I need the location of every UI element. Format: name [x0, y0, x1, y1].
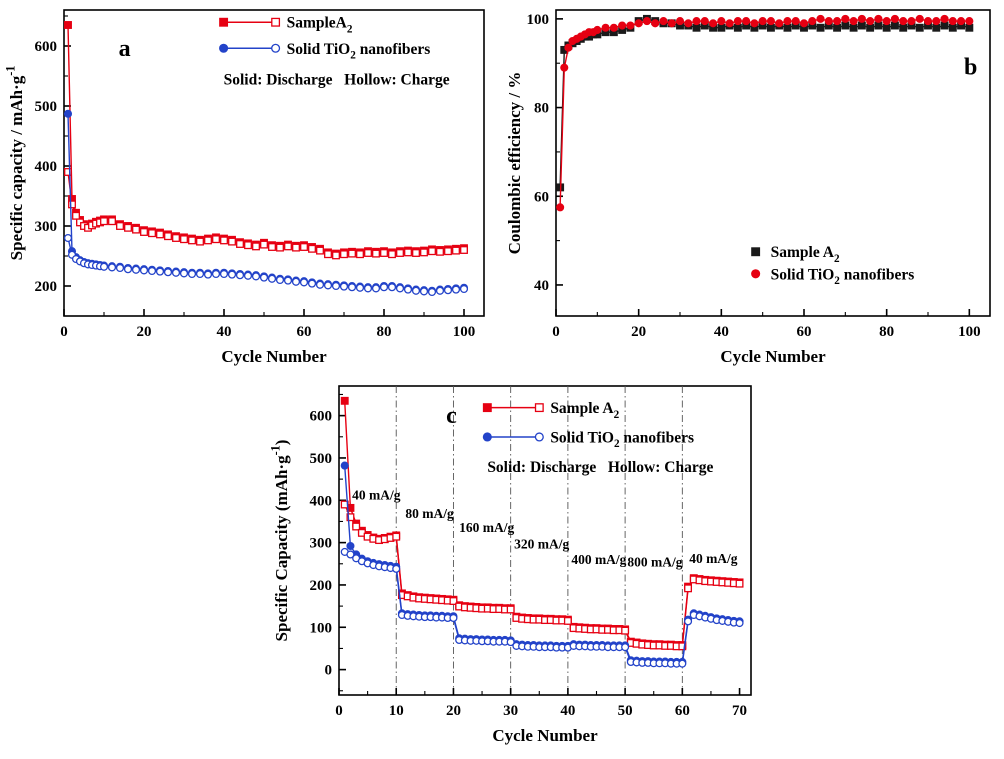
svg-text:0: 0 — [325, 663, 333, 679]
svg-text:Cycle Number: Cycle Number — [720, 347, 826, 366]
svg-text:10: 10 — [389, 703, 404, 719]
chart-svg-c: 0 10 20 30 40 50 60 70 0 100 200 300 400 500 600 Cycle … — [268, 385, 752, 745]
svg-text:600: 600 — [310, 409, 333, 425]
svg-text:200: 200 — [35, 279, 58, 295]
svg-text:320 mA/g: 320 mA/g — [514, 537, 569, 552]
svg-text:40: 40 — [560, 703, 575, 719]
svg-text:20: 20 — [631, 324, 646, 340]
svg-text:100: 100 — [958, 324, 981, 340]
svg-text:100: 100 — [310, 620, 333, 636]
svg-text:40: 40 — [217, 324, 232, 340]
svg-text:20: 20 — [137, 324, 152, 340]
panel-b-coulombic-efficiency-chart: 0 20 40 60 80 100 40 60 80 100 Cycle Number Coulomb… — [500, 0, 1004, 378]
svg-text:SampleA2: SampleA2 — [287, 15, 353, 36]
svg-text:20: 20 — [446, 703, 461, 719]
svg-text:400 mA/g: 400 mA/g — [571, 552, 626, 567]
panel-a-cycling-capacity-chart: 0 20 40 60 80 100 200 300 400 500 600 Cycle Number S… — [0, 0, 500, 378]
svg-text:400: 400 — [310, 493, 333, 509]
chart-svg-b: 0 20 40 60 80 100 40 60 80 100 Cycle Number Coulomb… — [505, 9, 991, 366]
panel-c-rate-capability-chart: 0 10 20 30 40 50 60 70 0 100 200 300 400 500 600 Cycle … — [255, 378, 765, 759]
svg-text:500: 500 — [310, 451, 333, 467]
svg-text:200: 200 — [310, 578, 333, 594]
svg-text:Solid TiO2 nanofibers: Solid TiO2 nanofibers — [771, 266, 915, 287]
svg-text:500: 500 — [35, 99, 58, 115]
svg-text:80 mA/g: 80 mA/g — [405, 506, 454, 521]
svg-text:30: 30 — [503, 703, 518, 719]
svg-text:0: 0 — [335, 703, 343, 719]
svg-text:Specific Capacity (mAh·g-1): Specific Capacity (mAh·g-1) — [268, 440, 291, 642]
svg-text:600: 600 — [35, 39, 58, 55]
svg-text:100: 100 — [453, 324, 476, 340]
svg-text:40: 40 — [534, 278, 549, 294]
svg-text:40 mA/g: 40 mA/g — [689, 551, 738, 566]
svg-text:Sample A2: Sample A2 — [771, 244, 840, 265]
svg-text:50: 50 — [618, 703, 633, 719]
svg-text:Coulombic efficiency / %: Coulombic efficiency / % — [505, 72, 524, 255]
svg-text:80: 80 — [879, 324, 894, 340]
svg-text:60: 60 — [675, 703, 690, 719]
svg-text:Sample A2: Sample A2 — [550, 400, 619, 421]
svg-text:80: 80 — [377, 324, 392, 340]
svg-text:Cycle Number: Cycle Number — [492, 726, 598, 745]
svg-text:400: 400 — [35, 159, 58, 175]
svg-text:60: 60 — [534, 189, 549, 205]
svg-text:Solid TiO2 nanofibers: Solid TiO2 nanofibers — [287, 41, 431, 62]
svg-text:60: 60 — [797, 324, 812, 340]
svg-text:40 mA/g: 40 mA/g — [352, 487, 401, 502]
svg-text:b: b — [964, 54, 977, 80]
svg-text:a: a — [119, 36, 131, 62]
chart-svg-a: 0 20 40 60 80 100 200 300 400 500 600 Cycle Number S… — [3, 9, 485, 366]
svg-text:160 mA/g: 160 mA/g — [459, 520, 514, 535]
svg-text:0: 0 — [60, 324, 68, 340]
svg-text:Specific capacity / mAh·g-1: Specific capacity / mAh·g-1 — [3, 66, 26, 261]
svg-text:Cycle Number: Cycle Number — [221, 347, 327, 366]
svg-text:60: 60 — [297, 324, 312, 340]
svg-text:c: c — [446, 403, 457, 429]
svg-text:0: 0 — [552, 324, 560, 340]
svg-text:100: 100 — [527, 12, 550, 28]
svg-text:300: 300 — [310, 536, 333, 552]
svg-text:Solid: Discharge Hollow: Cha: Solid: Discharge Hollow: Charge — [487, 459, 713, 476]
svg-text:Solid: Discharge Hollow: Cha: Solid: Discharge Hollow: Charge — [224, 71, 450, 88]
svg-text:40: 40 — [714, 324, 729, 340]
svg-text:300: 300 — [35, 219, 58, 235]
svg-text:Solid TiO2 nanofibers: Solid TiO2 nanofibers — [550, 429, 694, 450]
svg-text:70: 70 — [732, 703, 747, 719]
svg-text:80: 80 — [534, 101, 549, 117]
svg-text:800 mA/g: 800 mA/g — [627, 555, 682, 570]
